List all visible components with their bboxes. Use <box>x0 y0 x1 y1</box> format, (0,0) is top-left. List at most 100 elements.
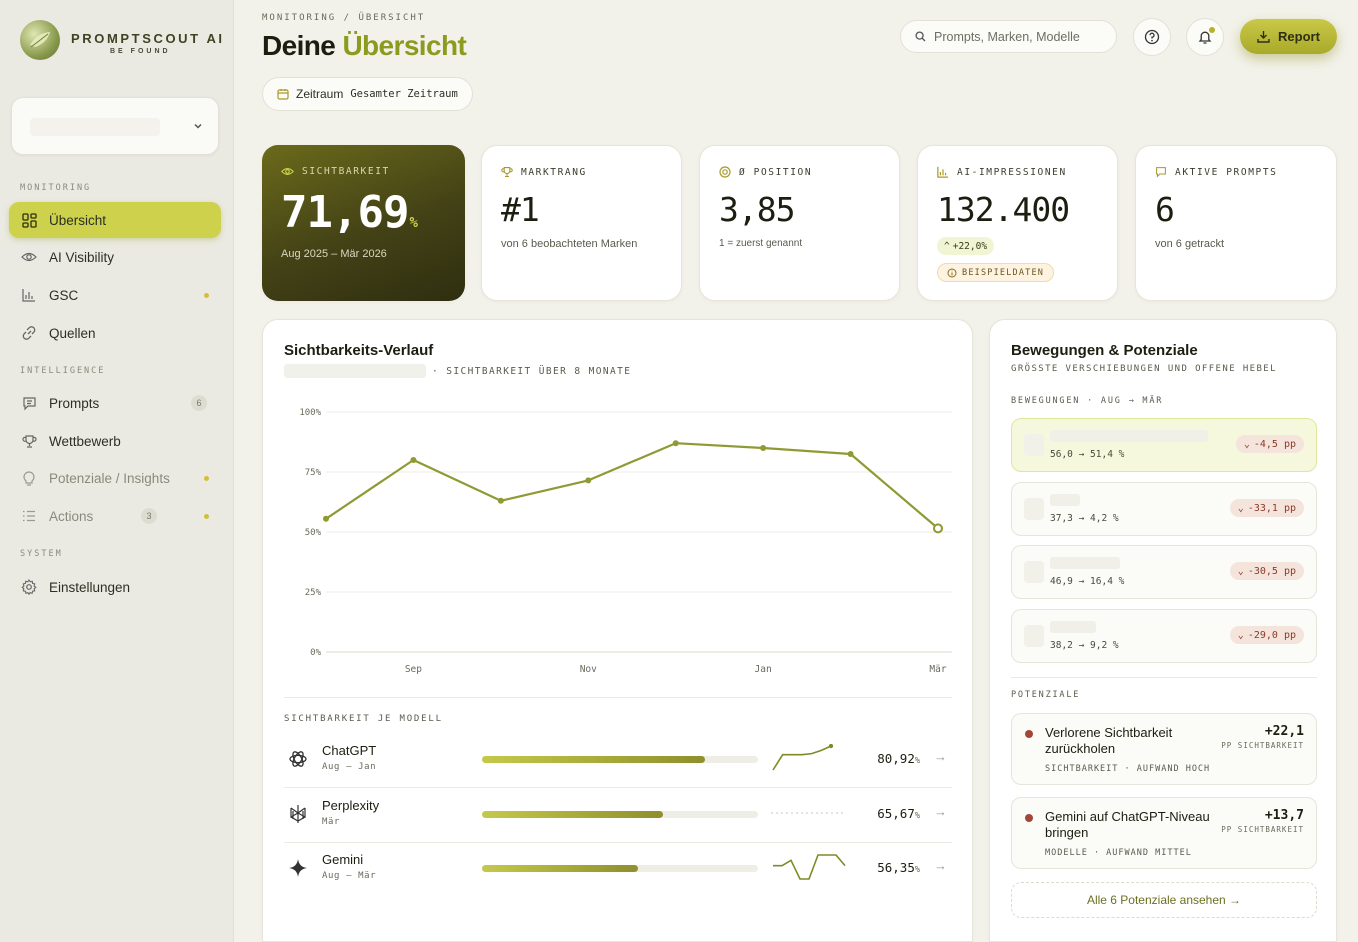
visibility-line-chart: 0% 25% 50% 75% 100% Sep Nov Jan Mär <box>299 408 952 675</box>
movement-item[interactable]: 56,0 → 51,4 % ⌄ -4,5 pp <box>1011 418 1317 472</box>
target-icon <box>719 166 731 178</box>
series-line <box>325 442 939 530</box>
sidebar-item-prompts[interactable]: Prompts 6 <box>9 385 221 421</box>
divider <box>284 697 952 698</box>
all-potentials-button[interactable]: Alle 6 Potenziale ansehen → <box>1011 882 1317 918</box>
sidebar-item-uebersicht[interactable]: Übersicht <box>9 202 221 238</box>
kpi-label: AI-IMPRESSIONEN <box>937 166 1067 178</box>
brand-placeholder-icon <box>1024 434 1044 456</box>
movement-range: 37,3 → 4,2 % <box>1050 513 1119 524</box>
calendar-icon <box>277 89 289 100</box>
sidebar-item-wettbewerb[interactable]: Wettbewerb <box>9 423 221 459</box>
card-title: Bewegungen & Potenziale <box>1011 342 1198 359</box>
kpi-position[interactable]: Ø POSITION 3,85 1 = zuerst genannt <box>699 145 900 301</box>
models-section-title: SICHTBARKEIT JE MODELL <box>284 714 443 724</box>
sidebar-item-ai-visibility[interactable]: AI Visibility <box>9 239 221 275</box>
sidebar-item-quellen[interactable]: Quellen <box>9 315 221 351</box>
sidebar-item-label: Prompts <box>49 395 100 411</box>
link-icon <box>21 325 37 341</box>
y-tick-label: 100% <box>299 408 321 418</box>
model-row-chatgpt[interactable]: ChatGPT Aug – Jan 80,92% → <box>284 734 952 788</box>
help-button[interactable] <box>1133 18 1171 56</box>
model-range: Mär <box>322 817 341 827</box>
kpi-label-text: SICHTBARKEIT <box>302 166 390 177</box>
kpi-label: MARKTRANG <box>501 166 587 178</box>
divider <box>1011 677 1317 678</box>
model-unit: % <box>914 811 920 821</box>
delta-badge: ⌄ -29,0 pp <box>1229 626 1304 644</box>
model-share-bar <box>482 865 758 872</box>
card-subtitle: GRÖSSTE VERSCHIEBUNGEN UND OFFENE HEBEL <box>1011 364 1277 374</box>
workspace-select[interactable] <box>11 97 219 155</box>
report-button[interactable]: Report <box>1240 19 1337 54</box>
kpi-unit: % <box>409 215 418 231</box>
model-name: Gemini <box>322 852 364 867</box>
search-box[interactable] <box>900 20 1117 53</box>
arrow-up-icon: ^ <box>944 240 950 252</box>
movement-item[interactable]: 46,9 → 16,4 % ⌄ -30,5 pp <box>1011 545 1317 599</box>
arrow-right-icon[interactable]: → <box>934 749 947 764</box>
sidebar-item-label: GSC <box>49 287 79 303</box>
model-unit: % <box>914 865 920 875</box>
potential-item[interactable]: Gemini auf ChatGPT-Niveau bringen MODELL… <box>1011 797 1317 869</box>
search-input[interactable] <box>934 29 1104 44</box>
example-tag-text: BEISPIELDATEN <box>962 267 1045 278</box>
kpi-rank[interactable]: MARKTRANG #1 von 6 beobachteten Marken <box>481 145 682 301</box>
sidebar-item-einstellungen[interactable]: Einstellungen <box>9 569 221 605</box>
kpi-label: Ø POSITION <box>719 166 812 178</box>
sidebar-item-potenziale[interactable]: Potenziale / Insights <box>9 460 221 496</box>
potential-meta: SICHTBARKEIT · AUFWAND HOCH <box>1045 764 1211 774</box>
model-row-gemini[interactable]: Gemini Aug – Mär 56,35% → <box>284 843 952 897</box>
sidebar-item-label: Quellen <box>49 325 96 341</box>
brand-logo[interactable] <box>20 20 60 60</box>
trophy-icon <box>501 167 513 177</box>
delta-badge: ⌄ -30,5 pp <box>1229 562 1304 580</box>
model-range: Aug – Mär <box>322 871 377 881</box>
model-unit: % <box>914 756 920 766</box>
data-point <box>410 457 417 463</box>
row-separator <box>284 787 952 788</box>
arrow-right-icon[interactable]: → <box>934 858 947 873</box>
gemini-icon <box>289 859 307 877</box>
page-title: Deine Übersicht <box>262 30 467 62</box>
sidebar-item-actions[interactable]: Actions 3 <box>9 498 221 534</box>
sidebar-item-label: Wettbewerb <box>49 433 121 449</box>
card-subtitle-text: · SICHTBARKEIT ÜBER 8 MONATE <box>432 365 632 377</box>
kpi-sub: 1 = zuerst genannt <box>719 238 803 249</box>
report-label: Report <box>1278 29 1320 44</box>
kpi-visibility[interactable]: SICHTBARKEIT 71,69% Aug 2025 – Mär 2026 <box>262 145 465 301</box>
arrow-right-icon[interactable]: → <box>934 804 947 819</box>
x-tick-label: Sep <box>405 664 422 675</box>
sidebar-item-label: Einstellungen <box>49 579 131 595</box>
data-point <box>323 515 329 522</box>
kpi-value-number: 71,69 <box>281 187 409 238</box>
workspace-placeholder <box>30 118 160 136</box>
kpi-label-text: AI-IMPRESSIONEN <box>957 166 1067 178</box>
model-sparkline <box>773 854 846 880</box>
period-selector[interactable]: Zeitraum Gesamter Zeitraum <box>262 77 473 111</box>
brand-placeholder-icon <box>1024 561 1044 583</box>
model-row-perplexity[interactable]: Perplexity Mär 65,67% → <box>284 789 952 843</box>
delta-text: +22,0% <box>952 240 988 252</box>
chevron-down-icon: ⌄ <box>1237 629 1244 641</box>
kpi-label: AKTIVE PROMPTS <box>1155 166 1277 178</box>
movement-item[interactable]: 38,2 → 9,2 % ⌄ -29,0 pp <box>1011 609 1317 663</box>
movements-card: Bewegungen & Potenziale GRÖSSTE VERSCHIE… <box>989 319 1337 942</box>
count-badge: 3 <box>141 508 157 524</box>
delta-text: -30,5 pp <box>1247 565 1296 577</box>
example-data-tag: BEISPIELDATEN <box>937 263 1055 282</box>
notifications-button[interactable] <box>1186 18 1224 56</box>
kpi-impressions[interactable]: AI-IMPRESSIONEN 132.400 ^ +22,0% BEISPIEL… <box>917 145 1118 301</box>
potential-item[interactable]: Verlorene Sichtbarkeit zurückholen SICHT… <box>1011 713 1317 785</box>
status-dot <box>204 475 209 481</box>
lightbulb-icon <box>21 470 37 486</box>
card-title: Sichtbarkeits-Verlauf <box>284 342 434 359</box>
sidebar-item-gsc[interactable]: GSC <box>9 277 221 313</box>
kpi-label-text: MARKTRANG <box>521 166 587 178</box>
data-point-last <box>933 523 943 534</box>
kpi-prompts[interactable]: AKTIVE PROMPTS 6 von 6 getrackt <box>1135 145 1337 301</box>
chevron-down-icon: ⌄ <box>1237 565 1244 577</box>
y-tick-label: 25% <box>305 588 322 598</box>
count-badge: 6 <box>191 395 207 411</box>
movement-item[interactable]: 37,3 → 4,2 % ⌄ -33,1 pp <box>1011 482 1317 536</box>
